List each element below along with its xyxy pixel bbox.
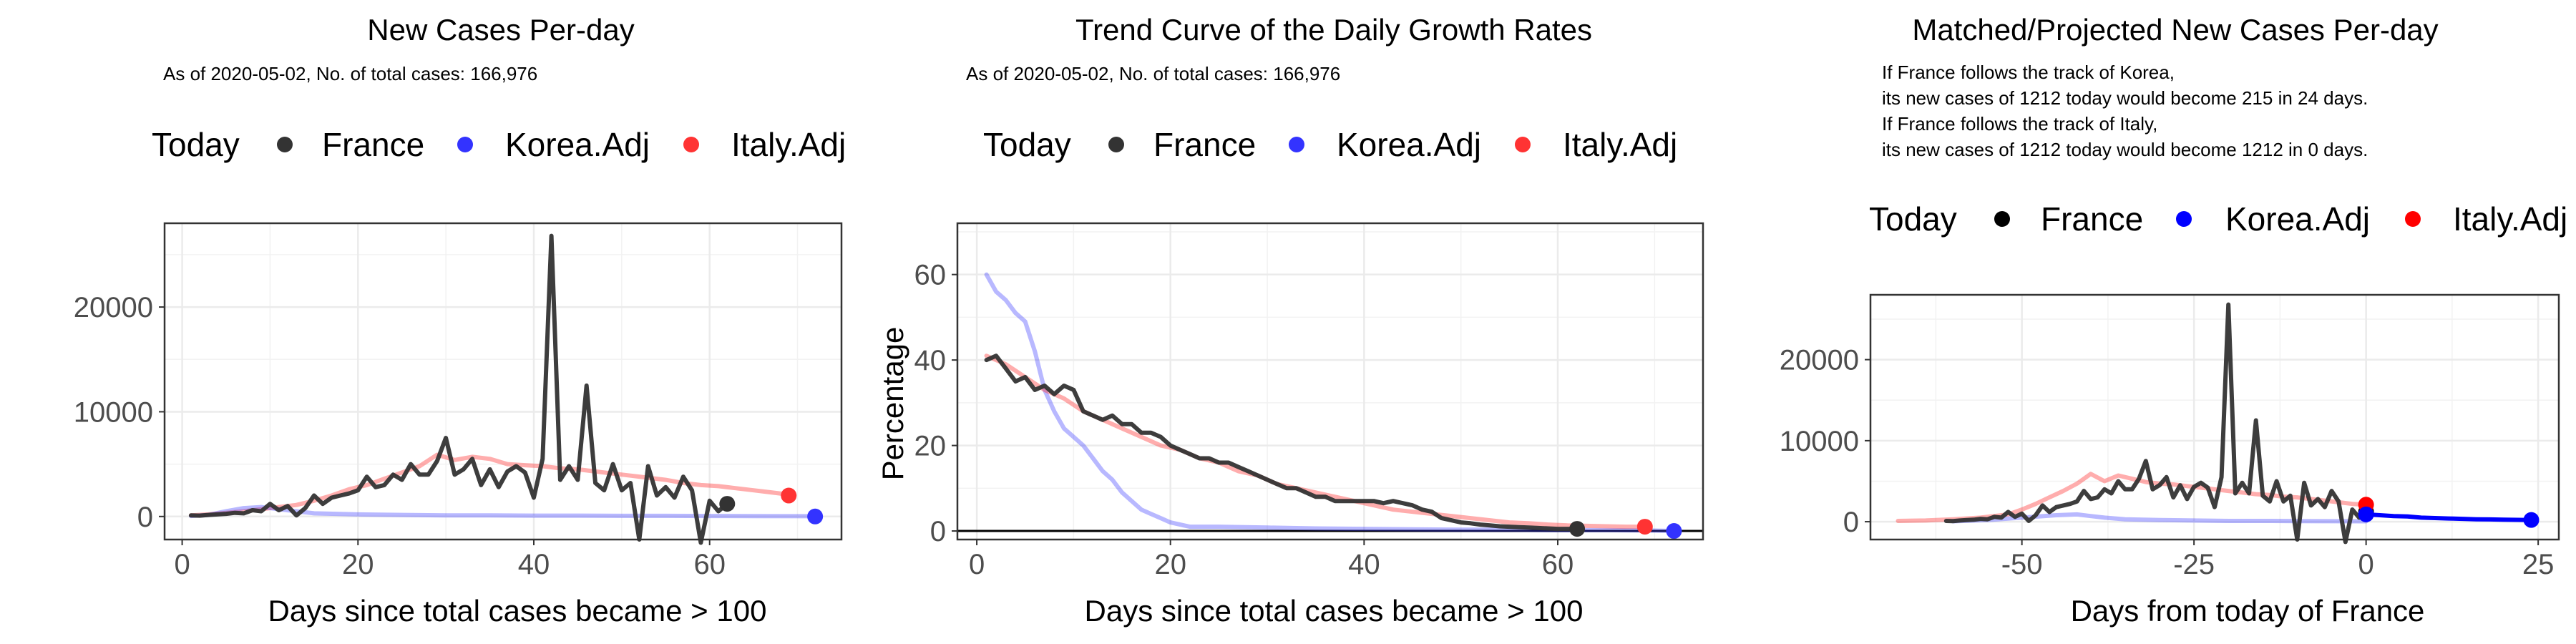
chart-title: Trend Curve of the Daily Growth Rates (1075, 13, 1592, 47)
legend-marker-italy (1515, 137, 1531, 152)
y-tick-label: 40 (914, 345, 947, 376)
legend-label-korea: Korea.Adj (1337, 126, 1481, 163)
chart-subtitle-line: its new cases of 1212 today would become… (1882, 139, 2368, 160)
legend-marker-france (1108, 137, 1124, 152)
data-point-korea-adj (807, 508, 824, 525)
plot-border (956, 222, 1704, 541)
data-point-korea-adj (1666, 523, 1682, 540)
panel-new-cases: New Cases Per-day As of 2020-05-02, No. … (74, 13, 846, 628)
x-axis-label: Days since total cases became > 100 (268, 594, 767, 628)
plot-area: 0 20 40 60 0 20 40 60 (914, 222, 1704, 580)
legend-label-italy: Italy.Adj (731, 126, 846, 163)
plot-background (165, 223, 841, 540)
data-point-france (719, 496, 736, 512)
y-tick-label: 20000 (74, 292, 153, 323)
x-axis-label: Days since total cases became > 100 (1085, 594, 1584, 628)
series-line-korea-projected (2363, 512, 2534, 522)
x-tick-label: -50 (2001, 549, 2043, 580)
data-point-italy-adj (781, 487, 797, 504)
x-tick-label: 0 (969, 549, 985, 580)
chart-subtitle: As of 2020-05-02, No. of total cases: 16… (163, 63, 537, 84)
legend-label-korea: Korea.Adj (505, 126, 650, 163)
legend: Today France Korea.Adj Italy.Adj (1869, 200, 2567, 238)
x-tick-label: 60 (693, 549, 726, 580)
chart-title: New Cases Per-day (367, 13, 634, 47)
series-line-france (188, 233, 730, 545)
series-line-france (1943, 302, 2368, 545)
y-tick-label: 60 (914, 260, 947, 291)
chart-title: Matched/Projected New Cases Per-day (1912, 13, 2438, 47)
legend-label-italy: Italy.Adj (1563, 126, 1677, 163)
data-point-korea-adj (2523, 512, 2540, 528)
data-point-italy-adj (1636, 519, 1653, 535)
x-tick-label: 20 (1154, 549, 1186, 580)
x-tick-label: 20 (342, 549, 374, 580)
y-tick-label: 0 (1843, 507, 1859, 538)
x-tick-label: 25 (2522, 549, 2555, 580)
legend-label-italy: Italy.Adj (2453, 200, 2567, 238)
legend-label-france: France (2041, 200, 2143, 238)
legend: Today France Korea.Adj Italy.Adj (152, 126, 846, 163)
panel-projected: Matched/Projected New Cases Per-day If F… (1780, 13, 2567, 628)
legend-title: Today (152, 126, 240, 163)
plot-border (163, 222, 843, 541)
data-point-france (1569, 521, 1586, 537)
chart-subtitle-line: its new cases of 1212 today would become… (1882, 87, 2368, 109)
chart-subtitle-line: If France follows the track of Korea, (1882, 62, 2175, 83)
legend-marker-korea (457, 137, 473, 152)
legend-marker-italy (683, 137, 699, 152)
x-tick-label: -25 (2173, 549, 2215, 580)
panel-growth-rates: Trend Curve of the Daily Growth Rates As… (876, 13, 1704, 628)
y-tick-label: 20000 (1780, 345, 1859, 376)
plot-area: 0 20 40 60 0 10000 20000 (74, 222, 843, 580)
legend-marker-france (1994, 211, 2010, 227)
x-tick-label: 60 (1542, 549, 1574, 580)
legend-label-korea: Korea.Adj (2225, 200, 2370, 238)
legend-title: Today (983, 126, 1071, 163)
chart-subtitle-line: If France follows the track of Italy, (1882, 113, 2157, 135)
series-line-korea-adj (188, 504, 818, 519)
legend-marker-korea (2176, 211, 2192, 227)
legend-title: Today (1869, 200, 1957, 238)
y-tick-label: 0 (137, 502, 153, 533)
x-tick-label: 0 (2358, 549, 2374, 580)
legend-marker-france (277, 137, 293, 152)
x-tick-label: 40 (518, 549, 550, 580)
series-line-korea-adj (984, 272, 1677, 534)
y-tick-label: 10000 (74, 396, 153, 428)
y-tick-label: 0 (930, 516, 946, 547)
data-point-korea-adj (2358, 506, 2374, 522)
x-tick-label: 40 (1348, 549, 1380, 580)
chart-subtitle: As of 2020-05-02, No. of total cases: 16… (966, 63, 1340, 84)
legend-marker-korea (1289, 137, 1304, 152)
y-tick-label: 20 (914, 431, 947, 462)
plot-area: -50 -25 0 25 0 10000 20000 (1780, 293, 2560, 580)
legend-label-france: France (322, 126, 424, 163)
legend-marker-italy (2405, 211, 2421, 227)
legend-label-france: France (1153, 126, 1256, 163)
y-axis-label: Percentage (876, 327, 909, 481)
x-axis-label: Days from today of France (2071, 594, 2425, 628)
plot-border (1869, 293, 2560, 541)
y-tick-label: 10000 (1780, 426, 1859, 457)
x-tick-label: 0 (174, 549, 190, 580)
legend: Today France Korea.Adj Italy.Adj (983, 126, 1677, 163)
plot-background (957, 223, 1703, 540)
series-line-france (984, 353, 1580, 532)
